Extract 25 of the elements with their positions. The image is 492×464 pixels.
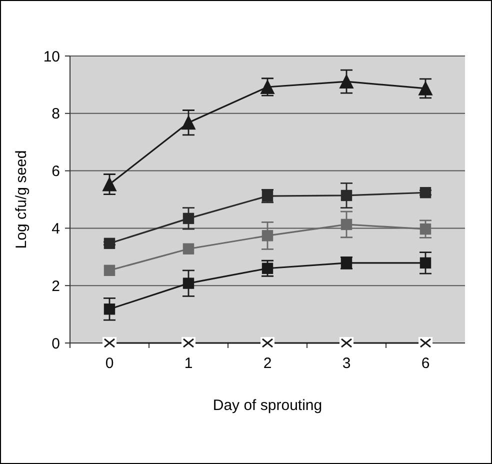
x-tick-label: 2 [263,355,272,372]
x-tick-label: 6 [421,355,430,372]
y-tick-label: 6 [52,163,60,180]
point [340,190,352,202]
y-tick-label: 0 [52,335,60,352]
point [102,177,116,192]
x-axis-title: Day of sprouting [212,397,322,414]
point [182,243,194,254]
point [340,74,354,89]
point [104,264,116,276]
y-tick-label: 2 [52,278,60,295]
x-tick-label: 1 [184,355,193,372]
point [262,230,274,242]
y-tick-label: 10 [43,48,60,66]
point [420,257,432,269]
point [182,278,194,289]
y-tick-label: 4 [52,220,60,238]
y-axis-title: Log cfu/g seed [13,150,30,249]
point [340,218,352,230]
x-tick-label: 0 [105,355,114,372]
y-tick-label: 8 [52,106,60,123]
point [182,116,196,130]
x-tick-label: 3 [342,355,351,372]
point [104,304,116,315]
point [182,212,194,224]
